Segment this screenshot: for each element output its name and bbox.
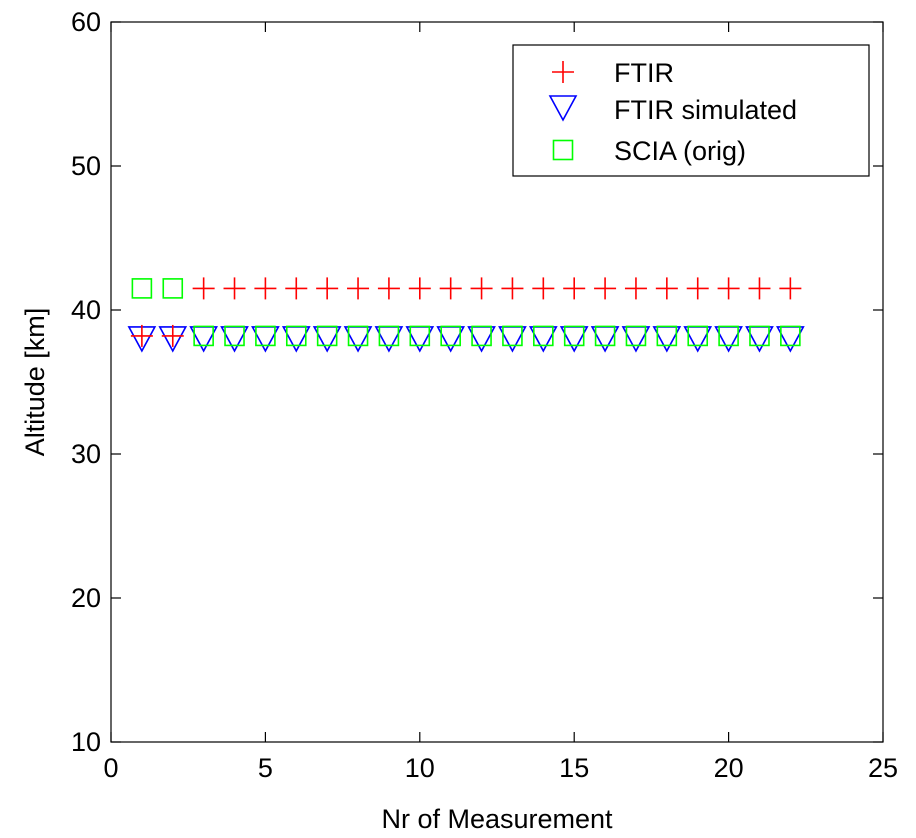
point-square — [255, 325, 276, 347]
point-square — [502, 325, 523, 347]
point-square — [316, 325, 338, 347]
point-square — [563, 325, 585, 347]
point-square — [409, 325, 431, 347]
point-plus — [624, 277, 647, 300]
x-tick-label: 5 — [258, 753, 273, 783]
point-square — [533, 325, 554, 347]
point-plus — [316, 277, 339, 300]
y-axis-label: Altitude [km] — [20, 308, 50, 457]
point-square — [780, 325, 801, 347]
point-plus — [285, 277, 308, 300]
point-plus — [470, 277, 493, 300]
series-square — [131, 278, 801, 347]
point-plus — [686, 277, 709, 300]
point-plus — [223, 277, 246, 300]
y-tick-label: 60 — [71, 7, 101, 37]
point-plus — [408, 277, 431, 300]
point-plus — [161, 324, 184, 347]
point-plus — [594, 277, 617, 300]
point-plus — [130, 324, 153, 347]
point-square — [440, 325, 461, 347]
point-plus — [501, 277, 524, 300]
point-plus — [748, 277, 771, 300]
point-plus — [192, 277, 215, 300]
point-square — [471, 325, 492, 347]
point-plus — [254, 277, 277, 300]
point-square — [718, 325, 739, 347]
axis-ticks: 0 5 10 15 20 25 10 20 30 40 50 60 — [71, 7, 898, 783]
point-plus — [377, 277, 400, 300]
legend-marker-square — [552, 139, 574, 161]
legend-marker-triangle-down — [548, 95, 578, 122]
point-square — [749, 325, 770, 347]
point-square — [131, 278, 153, 299]
point-square — [162, 278, 184, 299]
y-tick-label: 20 — [71, 583, 101, 613]
x-tick-label: 20 — [714, 753, 744, 783]
point-plus — [347, 277, 370, 300]
point-plus — [655, 277, 678, 300]
point-square — [378, 325, 400, 347]
point-plus — [779, 277, 802, 300]
x-axis-label: Nr of Measurement — [381, 804, 613, 834]
legend-label: FTIR — [614, 58, 674, 88]
x-tick-label: 10 — [405, 753, 435, 783]
point-square — [687, 325, 709, 347]
point-square — [193, 325, 214, 347]
point-square — [285, 325, 307, 347]
legend-entries: FTIR FTIR simulated SCIA (orig) — [548, 58, 797, 166]
y-tick-label: 50 — [71, 151, 101, 181]
point-square — [625, 325, 647, 347]
x-tick-label: 0 — [103, 753, 118, 783]
legend-label: FTIR simulated — [614, 95, 797, 125]
point-square — [347, 325, 369, 347]
data-marks — [127, 277, 805, 353]
x-tick-label: 25 — [868, 753, 898, 783]
legend-marker-plus — [552, 61, 574, 83]
point-plus — [563, 277, 586, 300]
point-square — [594, 325, 616, 347]
legend-label: SCIA (orig) — [614, 136, 746, 166]
point-plus — [532, 277, 555, 300]
point-plus — [717, 277, 740, 300]
legend: FTIR FTIR simulated SCIA (orig) — [512, 44, 870, 177]
series-plus — [130, 277, 802, 347]
x-tick-label: 15 — [559, 753, 589, 783]
point-square — [224, 325, 245, 347]
point-square — [656, 325, 678, 347]
y-tick-label: 30 — [71, 439, 101, 469]
y-tick-label: 10 — [71, 727, 101, 757]
point-plus — [439, 277, 462, 300]
y-tick-label: 40 — [71, 295, 101, 325]
